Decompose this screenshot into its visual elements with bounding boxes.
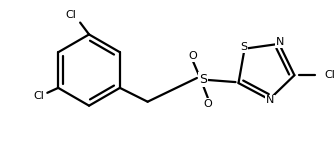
Text: O: O [203,99,212,109]
Text: N: N [266,95,275,105]
Text: Cl: Cl [33,91,44,101]
Text: S: S [240,42,247,52]
Text: S: S [199,73,207,86]
Text: O: O [188,51,197,61]
Text: N: N [276,37,284,47]
Text: Cl: Cl [66,10,77,20]
Text: Cl: Cl [324,70,335,80]
